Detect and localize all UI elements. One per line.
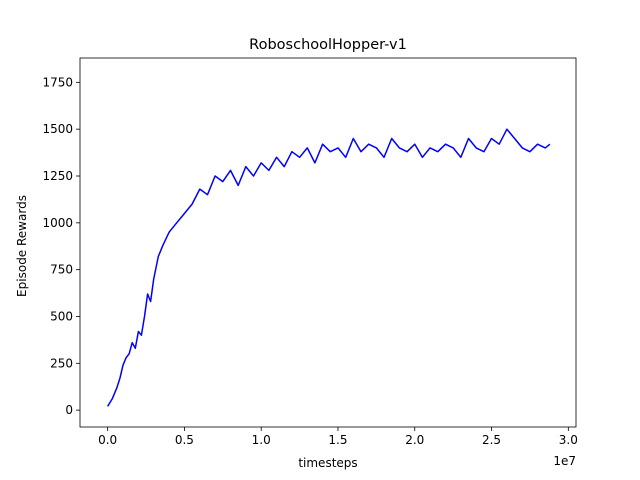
x-tick-label: 0.0 — [98, 433, 117, 447]
series-line-0 — [106, 128, 551, 407]
x-tick-label: 2.5 — [482, 433, 501, 447]
y-tick-label: 1500 — [42, 122, 73, 136]
y-tick-label: 1000 — [42, 216, 73, 230]
y-axis-label: Episode Rewards — [15, 195, 29, 297]
y-tick-label: 1250 — [42, 169, 73, 183]
x-axis-label: timesteps — [298, 456, 357, 470]
plot-area — [79, 57, 577, 428]
y-tick-label: 500 — [50, 309, 73, 323]
axes-frame — [79, 57, 577, 428]
y-tick-label: 750 — [50, 263, 73, 277]
y-tick-label: 0 — [65, 403, 73, 417]
y-tick-label: 250 — [50, 356, 73, 370]
x-tick-label: 1.0 — [252, 433, 271, 447]
x-tick-label: 3.0 — [559, 433, 578, 447]
x-tick-label: 1.5 — [328, 433, 347, 447]
axis-ticks: 0.0 0.5 1.0 1.5 2.0 2.5 3.0 0 250 500 750 1000 1250 1… — [42, 75, 577, 447]
x-tick-label: 0.5 — [175, 433, 194, 447]
x-tick-label: 2.0 — [405, 433, 424, 447]
y-tick-label: 1750 — [42, 75, 73, 89]
chart-title: RoboschoolHopper-v1 — [249, 37, 407, 53]
x-axis-offset-label: 1e7 — [553, 454, 576, 468]
